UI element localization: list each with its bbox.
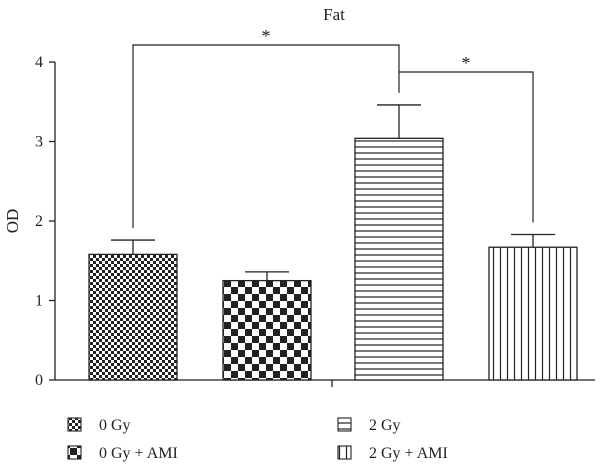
significance-bracket-2 bbox=[398, 71, 534, 223]
y-tick-label: 0 bbox=[35, 372, 43, 389]
legend-swatch-1 bbox=[67, 417, 82, 432]
significance-star-1: * bbox=[262, 26, 271, 46]
bar-1 bbox=[88, 253, 178, 381]
y-tick-label: 2 bbox=[35, 213, 43, 230]
significance-bracket-1 bbox=[132, 44, 400, 229]
legend-swatch-3 bbox=[337, 417, 352, 432]
legend: 0 Gy 0 Gy + AMI 2 Gy 2 Gy + AMI bbox=[67, 417, 448, 462]
legend-label-1: 0 Gy bbox=[99, 417, 131, 434]
significance-brackets: ** bbox=[132, 26, 534, 229]
y-axis: 0 1 2 3 4 bbox=[35, 54, 56, 389]
significance-star-2: * bbox=[462, 53, 471, 73]
legend-swatch-4 bbox=[337, 445, 352, 460]
bar-2 bbox=[222, 279, 312, 381]
bar-4 bbox=[488, 246, 578, 381]
legend-label-2: 0 Gy + AMI bbox=[99, 445, 178, 462]
legend-swatch-2 bbox=[67, 445, 82, 460]
y-tick-label: 3 bbox=[35, 134, 43, 151]
legend-label-3: 2 Gy bbox=[369, 417, 401, 434]
bar-3 bbox=[354, 137, 444, 381]
y-axis-label: OD bbox=[3, 209, 22, 234]
bars bbox=[88, 104, 578, 381]
chart-title: Fat bbox=[323, 5, 345, 24]
legend-label-4: 2 Gy + AMI bbox=[369, 445, 448, 462]
y-tick-label: 1 bbox=[35, 293, 43, 310]
x-axis bbox=[55, 379, 595, 387]
y-tick-label: 4 bbox=[35, 54, 43, 71]
